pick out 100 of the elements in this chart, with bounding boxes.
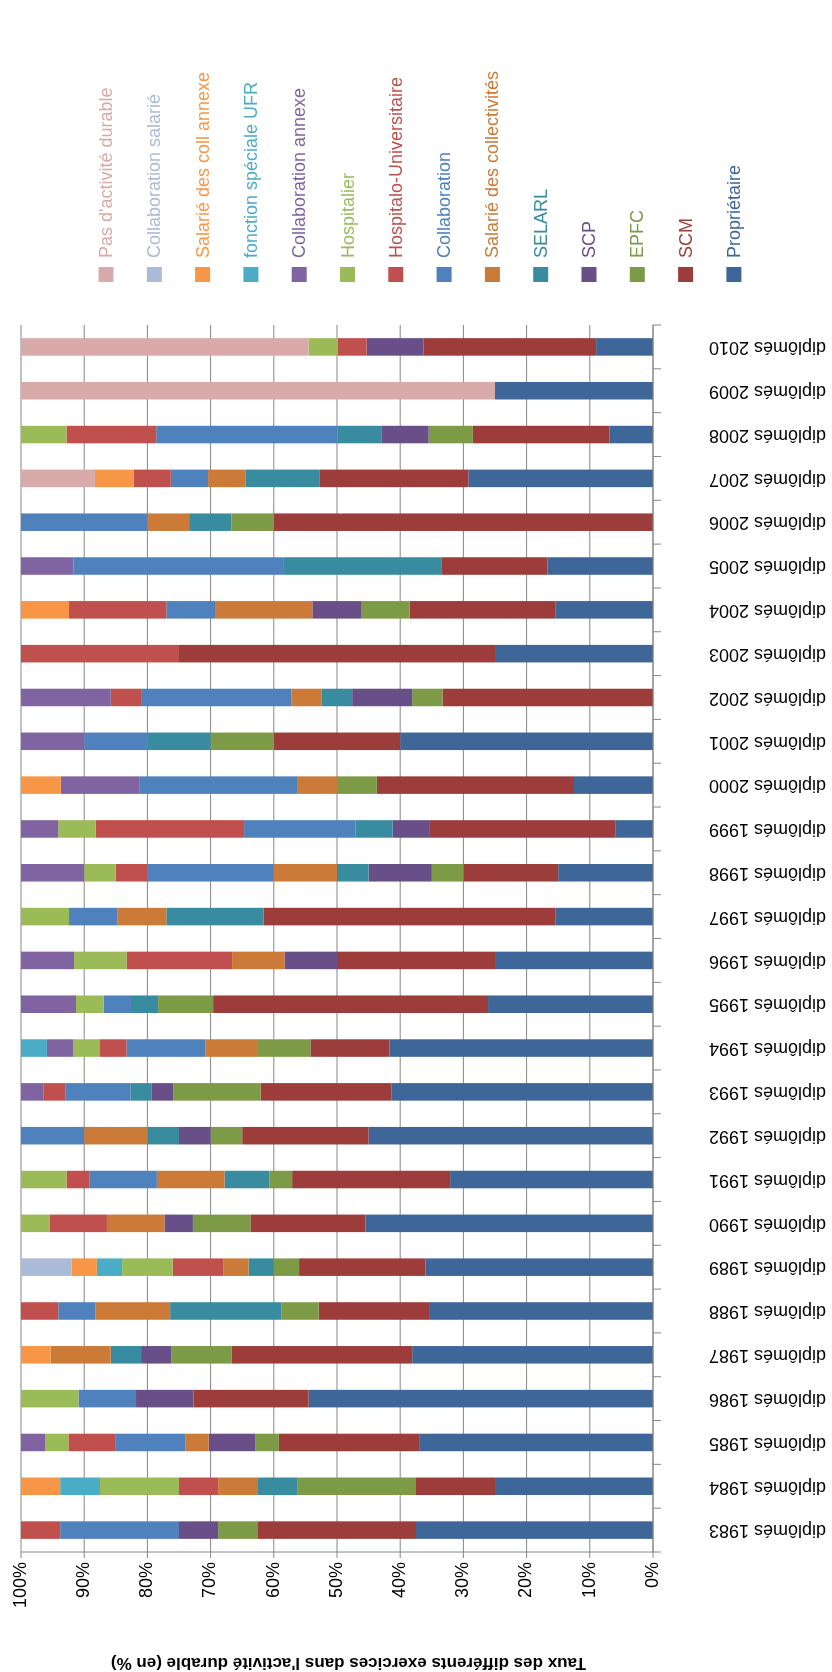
bar bbox=[472, 425, 610, 444]
bar bbox=[389, 1039, 653, 1057]
y-tick-label: diplômés 2002 bbox=[708, 688, 826, 709]
y-tick-label: diplômés 1983 bbox=[708, 1521, 826, 1542]
bar bbox=[49, 1214, 107, 1233]
bar bbox=[75, 995, 104, 1013]
bar bbox=[21, 1170, 67, 1189]
text: Propriétaire bbox=[723, 164, 744, 258]
bar bbox=[58, 820, 96, 838]
bar bbox=[210, 732, 274, 751]
bar bbox=[615, 820, 653, 838]
bar bbox=[193, 1389, 309, 1408]
bar bbox=[258, 1521, 416, 1539]
bar bbox=[416, 1521, 653, 1539]
bar bbox=[337, 338, 367, 356]
y-tick-label: diplômés 2007 bbox=[708, 469, 826, 490]
bar bbox=[337, 951, 495, 970]
y-tick-label: diplômés 1997 bbox=[708, 907, 826, 928]
bar bbox=[21, 601, 70, 619]
bar bbox=[232, 951, 285, 970]
bar bbox=[297, 1477, 416, 1496]
bar bbox=[130, 995, 159, 1013]
text: Collaboration bbox=[434, 151, 455, 258]
bar bbox=[609, 425, 653, 444]
bar bbox=[250, 1214, 366, 1233]
text: Hospitalier bbox=[337, 172, 358, 258]
bar bbox=[147, 1126, 179, 1145]
bar bbox=[318, 1302, 430, 1320]
bar bbox=[106, 1214, 165, 1233]
bar bbox=[208, 1433, 256, 1452]
x-axis-title: Taux des différents exercices dans l'activité durable (en %) bbox=[110, 1654, 587, 1672]
bar bbox=[21, 1389, 79, 1408]
bar bbox=[400, 732, 653, 751]
bar bbox=[218, 1477, 258, 1496]
bar bbox=[258, 1039, 311, 1057]
bar bbox=[488, 995, 653, 1013]
bar bbox=[215, 601, 313, 619]
bar bbox=[115, 1433, 186, 1452]
bar bbox=[574, 776, 653, 794]
bar bbox=[179, 1521, 219, 1539]
bar bbox=[21, 557, 74, 575]
bar bbox=[365, 1214, 653, 1233]
bar bbox=[376, 776, 574, 794]
bar bbox=[84, 864, 116, 882]
y-tick-label: diplômés 2005 bbox=[708, 557, 826, 578]
bar bbox=[100, 1039, 127, 1057]
bar bbox=[166, 907, 264, 926]
bar bbox=[164, 1214, 193, 1233]
bar bbox=[158, 995, 214, 1013]
bar bbox=[21, 1126, 85, 1145]
bar bbox=[60, 776, 140, 794]
bar bbox=[96, 1258, 123, 1276]
x-tick-label: 80% bbox=[136, 1562, 157, 1599]
bar bbox=[278, 1433, 420, 1452]
y-tick-label: diplômés 2003 bbox=[708, 644, 826, 665]
bar bbox=[337, 425, 382, 444]
bar bbox=[260, 1083, 392, 1101]
text: SCP bbox=[579, 220, 599, 258]
bar bbox=[441, 557, 548, 575]
bar bbox=[179, 644, 495, 663]
bar bbox=[355, 820, 393, 838]
bar bbox=[297, 776, 337, 794]
bar bbox=[381, 425, 429, 444]
bar bbox=[50, 1346, 111, 1364]
y-tick-label: diplômés 1998 bbox=[708, 864, 826, 885]
bar bbox=[368, 1126, 653, 1145]
bar bbox=[428, 425, 473, 444]
bar bbox=[412, 688, 443, 707]
bar bbox=[58, 1302, 96, 1320]
bar bbox=[151, 1083, 174, 1101]
y-tick-label: diplômés 1991 bbox=[708, 1170, 826, 1191]
bar bbox=[21, 381, 495, 400]
x-tick-label: 100% bbox=[9, 1562, 30, 1609]
bar bbox=[100, 1477, 179, 1496]
bar bbox=[431, 864, 464, 882]
bar bbox=[273, 732, 401, 751]
bar bbox=[95, 1302, 171, 1320]
bar bbox=[368, 864, 432, 882]
text: Salarié des collectivités bbox=[482, 70, 503, 258]
bar bbox=[179, 1126, 211, 1145]
y-tick-label: diplômés 2000 bbox=[708, 776, 826, 797]
bar bbox=[450, 1170, 653, 1189]
bar bbox=[110, 688, 142, 707]
bar bbox=[172, 1258, 224, 1276]
bar bbox=[423, 338, 597, 356]
bar bbox=[429, 820, 616, 838]
bar bbox=[21, 776, 61, 794]
bar bbox=[21, 1214, 50, 1233]
bar bbox=[366, 338, 424, 356]
bar bbox=[547, 557, 653, 575]
text: fonction spéciale UFR bbox=[240, 81, 261, 258]
bar bbox=[205, 1039, 258, 1057]
y-tick-label: diplômés 1996 bbox=[708, 951, 826, 972]
bar bbox=[73, 557, 284, 575]
bar bbox=[166, 601, 216, 619]
bar bbox=[213, 995, 489, 1013]
bar bbox=[66, 1170, 90, 1189]
y-tick-label: diplômés 2006 bbox=[708, 513, 826, 534]
bar bbox=[115, 864, 148, 882]
bar bbox=[299, 1258, 426, 1276]
